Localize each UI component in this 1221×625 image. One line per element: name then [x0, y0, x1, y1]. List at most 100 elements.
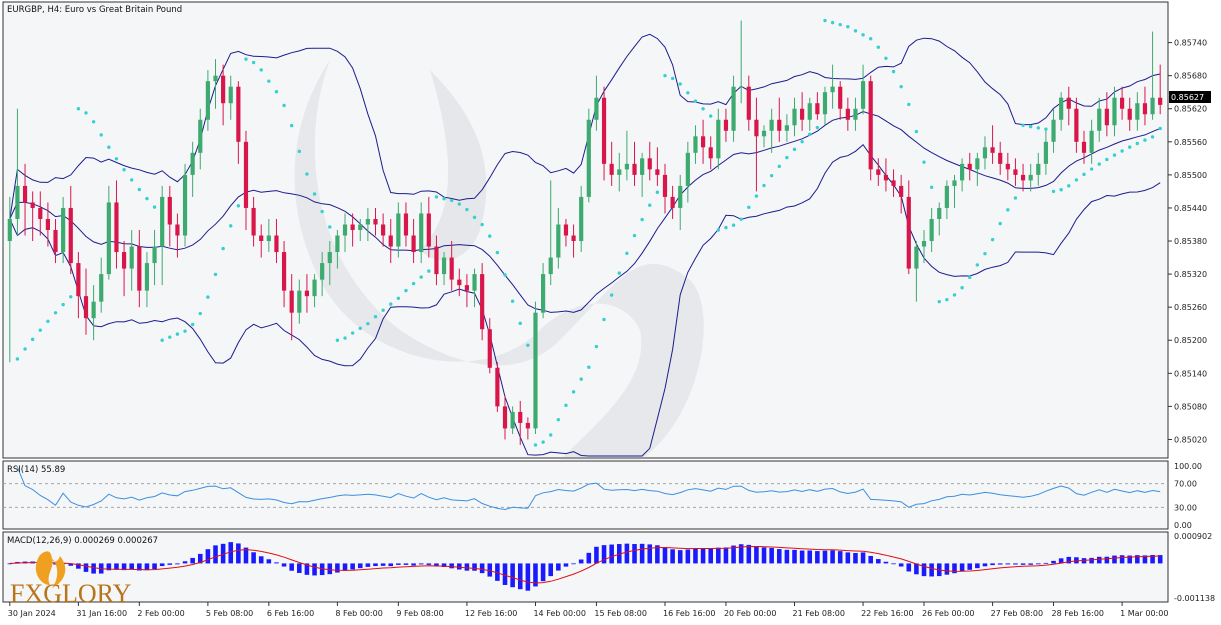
- candle-body: [472, 274, 477, 291]
- candle: [342, 213, 348, 253]
- macd-histogram-bar: [556, 563, 561, 571]
- candle-body: [975, 158, 980, 170]
- candle: [784, 114, 789, 142]
- candle: [1036, 152, 1041, 186]
- candle-body: [1051, 119, 1056, 142]
- candle: [259, 224, 264, 258]
- candle-body: [632, 163, 637, 175]
- price-pane-bg[interactable]: [2, 1, 1169, 459]
- macd-histogram-bar: [388, 563, 394, 567]
- candle: [358, 218, 363, 242]
- candle: [830, 64, 835, 109]
- macd-tick-label-0: 0.000902: [1174, 532, 1212, 541]
- sar-dot: [998, 221, 1002, 226]
- macd-histogram-bar: [944, 563, 950, 575]
- sar-dot: [69, 295, 73, 299]
- candle-body: [426, 213, 431, 247]
- candle: [510, 406, 515, 434]
- price-tick-label-12: 0.85020: [1174, 435, 1207, 444]
- sar-dot: [1089, 167, 1094, 171]
- candle-body: [167, 196, 172, 225]
- candle-body: [960, 163, 965, 181]
- sar-dot: [30, 337, 35, 342]
- candle: [899, 174, 904, 214]
- sar-dot: [1074, 178, 1079, 182]
- sar-dot: [533, 443, 538, 447]
- sar-dot: [815, 125, 820, 130]
- macd-histogram-bar: [106, 563, 112, 571]
- candle-body: [358, 224, 363, 230]
- sar-dot: [564, 403, 568, 408]
- candle-body: [304, 290, 310, 297]
- candle: [746, 75, 751, 131]
- sar-dot: [1013, 196, 1018, 200]
- candle-body: [906, 196, 911, 269]
- candle-body: [106, 202, 111, 275]
- time-axis: 30 Jan 2024 31 Jan 16:00 2 Feb 00:00 5 Feb …: [8, 602, 1168, 618]
- candle-body: [891, 180, 896, 186]
- candle: [441, 252, 447, 286]
- candle: [106, 185, 111, 280]
- candle-body: [761, 130, 767, 137]
- sar-dot: [99, 133, 103, 137]
- sar-dot: [762, 183, 766, 188]
- macd-histogram-bar: [236, 543, 241, 564]
- candle: [914, 241, 919, 302]
- macd-histogram-bar: [1051, 560, 1056, 564]
- macd-histogram-bar: [868, 555, 873, 564]
- candle-body: [685, 152, 690, 186]
- sar-dot: [23, 347, 27, 351]
- sar-dot: [449, 198, 454, 203]
- macd-histogram-bar: [396, 563, 401, 565]
- rsi-pane-bg[interactable]: [2, 460, 1169, 530]
- time-tick-label-1: 31 Jan 16:00: [76, 609, 127, 618]
- candle: [777, 97, 782, 142]
- candle: [129, 230, 134, 291]
- sar-dot: [571, 390, 576, 394]
- macd-histogram-bar: [159, 563, 165, 567]
- sar-dot: [785, 155, 789, 160]
- sar-dot: [229, 224, 233, 228]
- candle-body: [845, 108, 850, 120]
- macd-histogram-bar: [609, 544, 614, 564]
- candle-body: [784, 125, 789, 131]
- candle: [175, 213, 180, 258]
- candle-body: [777, 119, 782, 131]
- candle: [1005, 152, 1010, 181]
- candle: [167, 185, 172, 247]
- candle: [1089, 119, 1094, 164]
- macd-histogram-bar: [914, 563, 919, 575]
- time-tick-label-14: 26 Feb 00:00: [922, 609, 974, 618]
- price-tick-label-2: 0.85620: [1174, 105, 1207, 114]
- rsi-tick-label-2: 30.00: [1174, 503, 1197, 512]
- macd-histogram-bar: [281, 563, 287, 567]
- sar-dot: [465, 207, 469, 212]
- candle: [7, 196, 12, 363]
- macd-histogram-bar: [594, 546, 599, 564]
- macd-histogram-bar: [693, 548, 698, 564]
- macd-histogram-bar: [319, 563, 325, 576]
- candle: [30, 191, 35, 242]
- sar-dot: [1150, 135, 1155, 139]
- macd-histogram-bar: [342, 563, 348, 571]
- macd-histogram-bar: [357, 563, 363, 569]
- macd-histogram-bar: [670, 549, 675, 564]
- macd-pane-bg[interactable]: [2, 531, 1169, 603]
- sar-dot: [46, 319, 50, 323]
- candle: [114, 180, 119, 269]
- candle-body: [586, 119, 591, 197]
- candle-body: [937, 207, 942, 219]
- sar-dot: [670, 76, 675, 81]
- sar-dot: [579, 377, 583, 381]
- macd-histogram-bar: [1089, 557, 1094, 564]
- sar-dot: [709, 114, 713, 118]
- sar-dot: [297, 149, 302, 154]
- macd-histogram-bar: [1066, 556, 1072, 564]
- candle: [243, 130, 249, 230]
- macd-histogram-bar: [898, 563, 904, 567]
- candle: [373, 207, 378, 236]
- time-tick-label-7: 12 Feb 16:00: [465, 609, 517, 618]
- sar-dot: [137, 187, 142, 192]
- sar-dot: [389, 302, 393, 306]
